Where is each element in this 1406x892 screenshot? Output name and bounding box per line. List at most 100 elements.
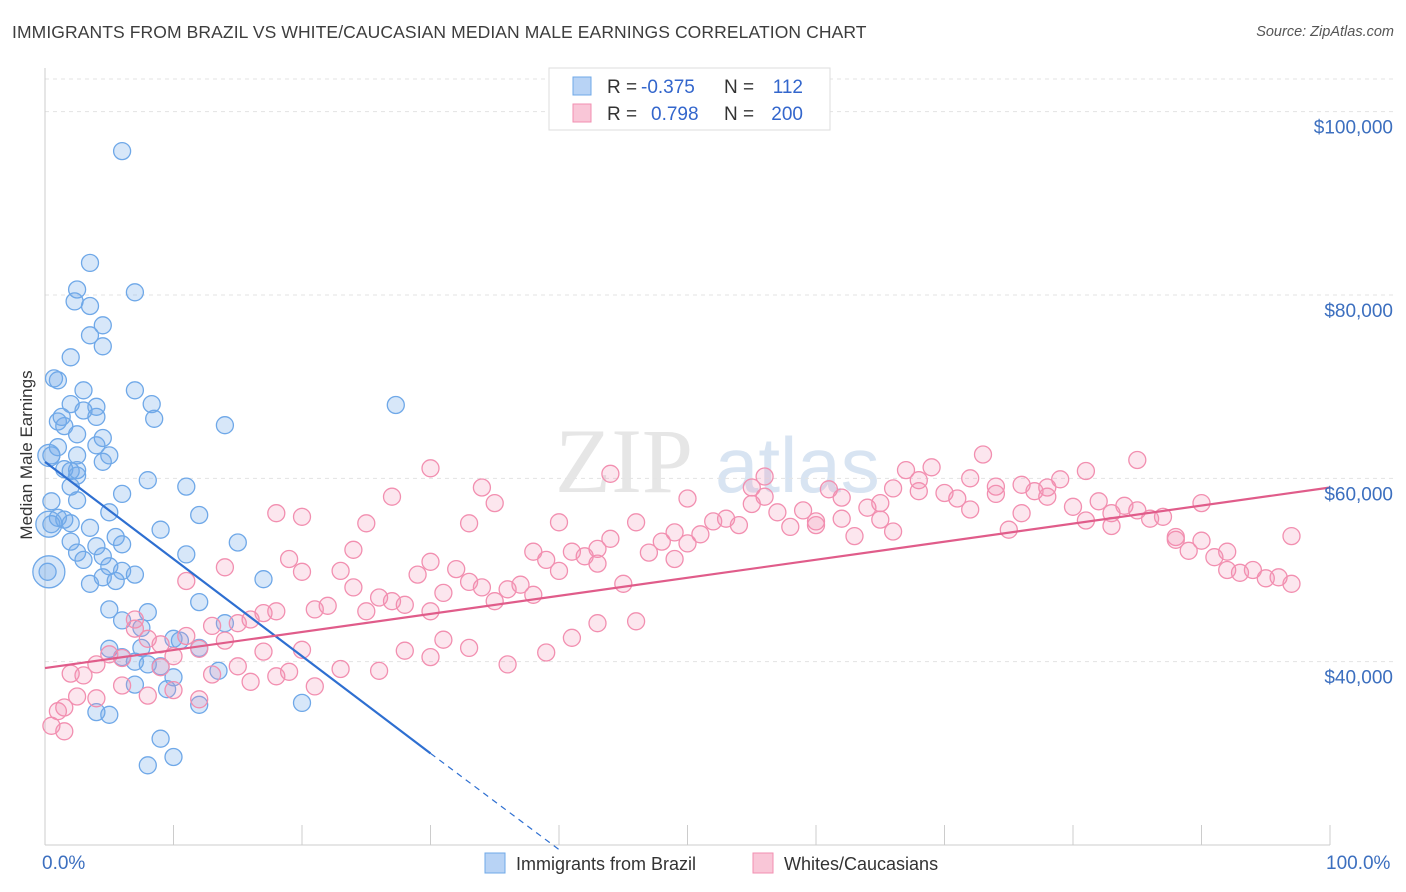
- point-white: [228, 614, 247, 633]
- point-brazil: [42, 492, 61, 511]
- point-white: [421, 602, 440, 621]
- point-white: [1012, 504, 1031, 523]
- point-white: [896, 460, 916, 480]
- y-axis-title: Median Male Earnings: [17, 370, 36, 539]
- point-brazil: [65, 292, 84, 311]
- point-white: [678, 489, 697, 508]
- point-white: [537, 550, 556, 570]
- point-white: [1282, 574, 1301, 593]
- point-white: [202, 616, 222, 636]
- y-tick-labels: $40,000 $60,000 $80,000 $100,000: [1314, 118, 1393, 689]
- point-white: [344, 540, 363, 559]
- point-white: [1012, 475, 1031, 494]
- trend-line-white: [44, 486, 1331, 670]
- point-brazil: [151, 520, 170, 539]
- point-white: [305, 600, 324, 619]
- point-white: [549, 561, 569, 581]
- legend-r-value-white: 0.798: [651, 104, 699, 125]
- point-brazil: [93, 337, 112, 356]
- point-brazil: [112, 484, 132, 504]
- trend-line-brazil: [44, 460, 432, 755]
- point-white: [626, 612, 646, 631]
- point-white: [1063, 497, 1083, 516]
- x-tick-label-left: 0.0%: [42, 853, 85, 874]
- point-brazil: [190, 592, 209, 612]
- point-brazil: [61, 514, 80, 533]
- point-brazil: [67, 491, 87, 510]
- y-tick-label: $60,000: [1324, 484, 1393, 505]
- point-brazil: [145, 409, 164, 428]
- point-white: [485, 493, 504, 513]
- point-brazil: [93, 316, 112, 335]
- legend-n-label-white: N =: [724, 104, 754, 125]
- point-brazil: [151, 729, 170, 748]
- point-white: [305, 677, 324, 696]
- point-brazil: [80, 574, 100, 593]
- point-white: [382, 487, 402, 506]
- point-white: [292, 562, 312, 581]
- point-white: [292, 507, 312, 526]
- point-brazil: [100, 639, 119, 658]
- point-white: [434, 583, 453, 603]
- point-white: [768, 503, 787, 522]
- point-white: [434, 630, 453, 649]
- point-brazil: [67, 446, 87, 465]
- point-brazil: [67, 425, 87, 444]
- point-brazil: [67, 466, 87, 485]
- point-brazil: [106, 527, 125, 547]
- point-brazil: [177, 545, 196, 564]
- point-white: [793, 501, 813, 520]
- point-white: [601, 529, 620, 548]
- legend-swatch-white: [572, 103, 592, 123]
- point-white: [331, 561, 350, 581]
- point-white: [562, 542, 582, 561]
- legend-n-value-brazil: 112: [773, 77, 803, 98]
- y-tick-label: $80,000: [1324, 301, 1393, 322]
- point-white: [549, 513, 569, 532]
- point-white: [845, 526, 864, 546]
- point-white: [61, 664, 80, 683]
- point-brazil: [142, 394, 161, 414]
- point-white: [1076, 461, 1096, 481]
- point-white: [67, 687, 87, 706]
- point-brazil: [106, 571, 125, 591]
- point-brazil: [42, 515, 61, 534]
- point-white: [742, 494, 761, 514]
- point-brazil: [80, 518, 100, 537]
- point-white: [537, 643, 556, 662]
- bottom-legend-swatch-white: [752, 852, 774, 874]
- point-white: [678, 534, 697, 553]
- y-tick-label: $100,000: [1314, 118, 1393, 139]
- series-brazil-points: [32, 141, 405, 775]
- point-white: [112, 676, 132, 695]
- legend-n-label-brazil: N =: [724, 77, 754, 98]
- point-brazil: [80, 326, 100, 345]
- point-brazil: [38, 562, 57, 581]
- point-white: [202, 665, 222, 684]
- point-white: [279, 549, 299, 569]
- point-brazil: [112, 535, 132, 554]
- bottom-legend-label-white: Whites/Caucasians: [784, 854, 938, 874]
- point-brazil: [61, 348, 80, 367]
- point-white: [357, 514, 376, 533]
- point-white: [999, 520, 1018, 539]
- point-brazil: [112, 611, 132, 630]
- point-white: [164, 680, 183, 700]
- point-white: [1218, 560, 1237, 580]
- point-white: [138, 686, 157, 705]
- point-white: [1038, 487, 1057, 506]
- point-brazil: [87, 436, 106, 455]
- legend-n-value-white: 200: [771, 104, 803, 125]
- series-legend: Immigrants from Brazil Whites/Caucasians: [484, 852, 938, 874]
- point-white: [819, 480, 839, 499]
- point-white: [1192, 493, 1211, 513]
- legend-swatch-brazil: [572, 76, 592, 96]
- point-brazil: [125, 283, 145, 302]
- point-brazil: [386, 395, 405, 415]
- point-brazil-large: [32, 555, 66, 589]
- point-brazil: [157, 680, 177, 699]
- point-white: [241, 672, 260, 691]
- point-white: [369, 661, 389, 680]
- point-brazil: [215, 416, 235, 435]
- point-white: [614, 574, 633, 593]
